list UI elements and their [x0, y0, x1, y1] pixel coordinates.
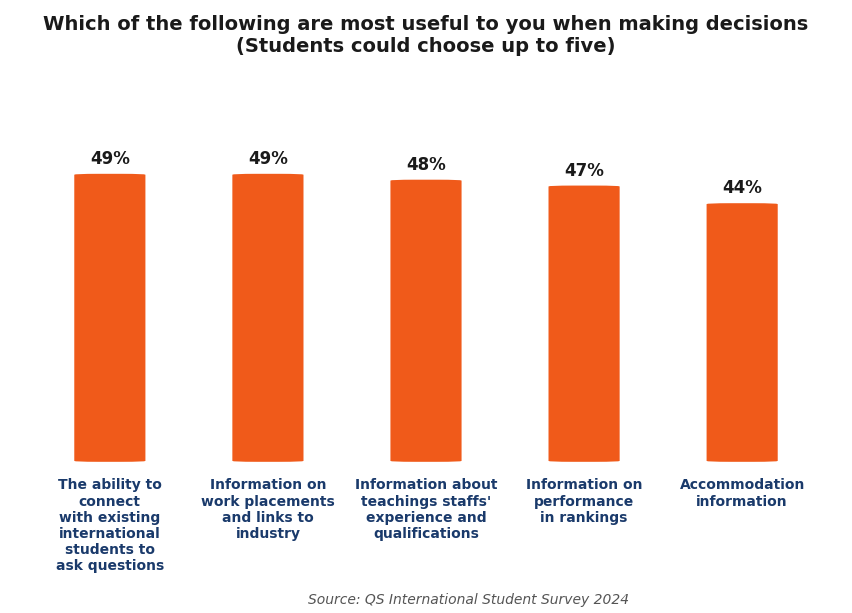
Text: 47%: 47% [564, 162, 604, 180]
Title: Which of the following are most useful to you when making decisions
(Students co: Which of the following are most useful t… [43, 15, 809, 56]
FancyBboxPatch shape [549, 186, 619, 462]
Text: 49%: 49% [90, 150, 130, 168]
FancyBboxPatch shape [706, 203, 778, 462]
Text: 48%: 48% [406, 156, 446, 174]
FancyBboxPatch shape [74, 174, 146, 462]
FancyBboxPatch shape [233, 174, 303, 462]
Text: 49%: 49% [248, 150, 288, 168]
Text: 44%: 44% [722, 180, 762, 197]
FancyBboxPatch shape [390, 180, 462, 462]
Text: Source: QS International Student Survey 2024: Source: QS International Student Survey … [308, 593, 629, 607]
